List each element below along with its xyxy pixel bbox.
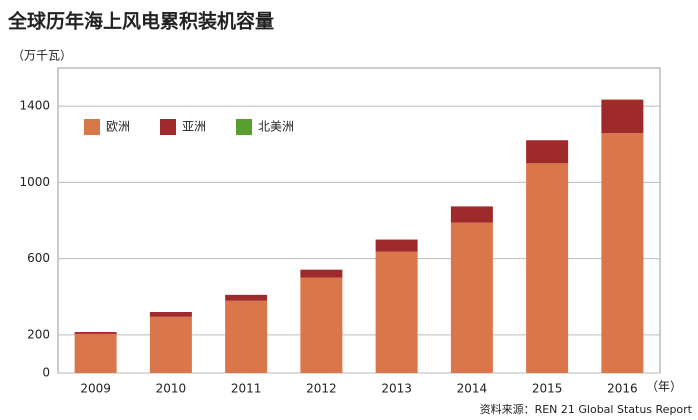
bar-segment bbox=[225, 294, 268, 301]
y-tick-label: 200 bbox=[27, 327, 50, 341]
y-tick-label: 1000 bbox=[19, 175, 50, 189]
x-tick-label: 2010 bbox=[156, 382, 187, 396]
y-tick-label: 1400 bbox=[19, 99, 50, 113]
bar-segment bbox=[300, 269, 343, 278]
bar-segment bbox=[450, 222, 493, 373]
x-tick-label: 2014 bbox=[457, 382, 488, 396]
bar-segment bbox=[300, 277, 343, 373]
bar-segment bbox=[601, 100, 644, 134]
bar-segment bbox=[450, 206, 493, 223]
plot-frame bbox=[57, 67, 661, 374]
legend-label: 北美洲 bbox=[258, 120, 294, 134]
bar-segment bbox=[74, 333, 117, 373]
x-tick-label: 2009 bbox=[80, 382, 111, 396]
bar-segment bbox=[375, 239, 418, 252]
bar-segment bbox=[149, 316, 192, 373]
legend-label: 亚洲 bbox=[182, 120, 206, 134]
x-tick-label: 2011 bbox=[231, 382, 262, 396]
x-tick-label: 2015 bbox=[532, 382, 563, 396]
bar-segment bbox=[601, 133, 644, 373]
x-tick-label: 2016 bbox=[607, 382, 638, 396]
bar-segment bbox=[375, 251, 418, 373]
legend-label: 欧洲 bbox=[106, 120, 130, 134]
chart-title: 全球历年海上风电累积装机容量 bbox=[7, 10, 274, 33]
bar-segment bbox=[601, 99, 644, 101]
bar-segment bbox=[526, 140, 569, 164]
bar-segment bbox=[149, 312, 192, 317]
bar-segment bbox=[74, 332, 117, 334]
legend-swatch bbox=[160, 119, 176, 135]
source: 资料来源：REN 21 Global Status Report bbox=[480, 402, 693, 416]
x-unit: （年） bbox=[646, 380, 682, 394]
x-tick-label: 2013 bbox=[381, 382, 412, 396]
y-unit: （万千瓦） bbox=[12, 49, 72, 63]
legend-swatch bbox=[236, 119, 252, 135]
y-tick-label: 600 bbox=[27, 251, 50, 265]
legend-swatch bbox=[84, 119, 100, 135]
x-tick-label: 2012 bbox=[306, 382, 337, 396]
bar-segment bbox=[225, 300, 268, 373]
y-tick-label: 0 bbox=[42, 366, 50, 380]
bar-segment bbox=[526, 163, 569, 373]
